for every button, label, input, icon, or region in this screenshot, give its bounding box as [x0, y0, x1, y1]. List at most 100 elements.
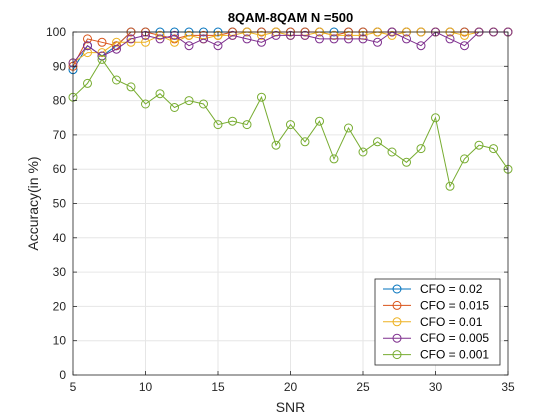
data-point: [112, 75, 121, 85]
y-tick-label: 30: [53, 265, 67, 279]
legend-label: CFO = 0.015: [420, 298, 489, 312]
x-tick-label: 30: [429, 380, 443, 394]
data-point: [155, 34, 165, 44]
legend-item: CFO = 0.015: [383, 298, 489, 312]
data-point: [155, 89, 165, 99]
data-point: [416, 144, 426, 154]
data-point: [329, 34, 339, 44]
data-point: [112, 37, 121, 47]
legend-item: CFO = 0.01: [383, 315, 483, 329]
x-tick-label: 15: [211, 380, 225, 394]
data-point: [373, 37, 382, 47]
legend-marker: [392, 350, 402, 360]
y-tick-label: 40: [53, 231, 67, 245]
data-point: [112, 44, 121, 54]
data-point: [141, 99, 150, 109]
data-point: [83, 78, 92, 88]
data-point: [329, 154, 339, 164]
legend-label: CFO = 0.01: [420, 315, 483, 329]
legend-item: CFO = 0.001: [383, 348, 489, 362]
data-point: [445, 34, 455, 44]
x-tick-label: 35: [501, 380, 515, 394]
data-point: [184, 30, 194, 40]
x-tick-label: 25: [356, 380, 370, 394]
data-point: [126, 34, 136, 44]
data-point: [184, 41, 194, 51]
data-point: [170, 103, 179, 112]
data-point: [431, 113, 440, 123]
data-point: [170, 37, 179, 47]
y-tick-label: 10: [53, 334, 67, 348]
data-point: [257, 37, 266, 47]
y-tick-label: 90: [53, 59, 67, 73]
series-line: [72, 58, 509, 188]
x-tick-label: 5: [70, 380, 77, 394]
data-point: [402, 157, 411, 167]
y-tick-label: 0: [59, 368, 66, 382]
data-point: [315, 34, 324, 44]
data-point: [460, 41, 469, 51]
data-point: [300, 30, 310, 40]
data-point: [344, 34, 353, 44]
data-point: [228, 30, 237, 40]
y-tick-label: 50: [53, 197, 67, 211]
legend-marker: [392, 284, 402, 294]
data-point: [199, 34, 208, 44]
data-point: [242, 34, 252, 44]
data-point: [460, 154, 469, 164]
data-point: [83, 41, 92, 51]
legend-label: CFO = 0.02: [420, 282, 483, 296]
data-point: [445, 181, 455, 191]
series-5: [68, 54, 513, 191]
data-point: [199, 99, 208, 109]
data-point: [83, 34, 92, 44]
data-point: [315, 116, 324, 126]
legend-item: CFO = 0.02: [383, 282, 483, 296]
data-point: [170, 30, 179, 40]
data-point: [402, 34, 411, 44]
data-point: [97, 54, 107, 64]
data-point: [489, 144, 498, 154]
legend-marker: [392, 300, 402, 310]
legend-item: CFO = 0.005: [383, 331, 489, 345]
ticks: 5 10 15 20 25 30 35 0 10 20 30 40 50 60 70 80 90 100: [46, 25, 515, 394]
legend: CFO = 0.02 CFO = 0.015 CFO = 0.01 CFO = 0.0…: [374, 278, 501, 366]
legend-label: CFO = 0.005: [420, 331, 489, 345]
data-point: [387, 147, 397, 157]
y-tick-label: 20: [53, 299, 67, 313]
data-point: [213, 41, 223, 51]
data-point: [474, 140, 484, 150]
data-point: [83, 48, 92, 58]
data-point: [184, 96, 194, 106]
data-point: [213, 120, 223, 130]
chart-title: 8QAM-8QAM N =500: [228, 10, 353, 25]
data-point: [213, 30, 223, 40]
data-point: [141, 30, 150, 40]
x-axis-title: SNR: [276, 399, 306, 415]
data-point: [460, 30, 469, 40]
y-tick-label: 80: [53, 94, 67, 108]
y-tick-label: 60: [53, 162, 67, 176]
data-point: [300, 137, 310, 147]
data-point: [286, 120, 295, 130]
legend-label: CFO = 0.001: [420, 348, 489, 362]
data-point: [271, 140, 281, 150]
data-point: [257, 30, 266, 40]
legend-marker: [392, 317, 402, 327]
y-tick-label: 100: [46, 25, 66, 39]
data-point: [286, 30, 295, 40]
data-point: [126, 82, 136, 92]
data-point: [141, 37, 150, 47]
data-point: [242, 120, 252, 130]
data-point: [344, 123, 353, 133]
legend-marker: [392, 333, 402, 343]
x-tick-label: 20: [284, 380, 298, 394]
y-axis-title: Accuracy(in %): [25, 156, 41, 250]
x-tick-label: 10: [139, 380, 153, 394]
data-point: [228, 116, 237, 126]
data-point: [358, 147, 368, 157]
data-point: [257, 92, 266, 102]
data-point: [271, 30, 281, 40]
y-tick-label: 70: [53, 128, 67, 142]
